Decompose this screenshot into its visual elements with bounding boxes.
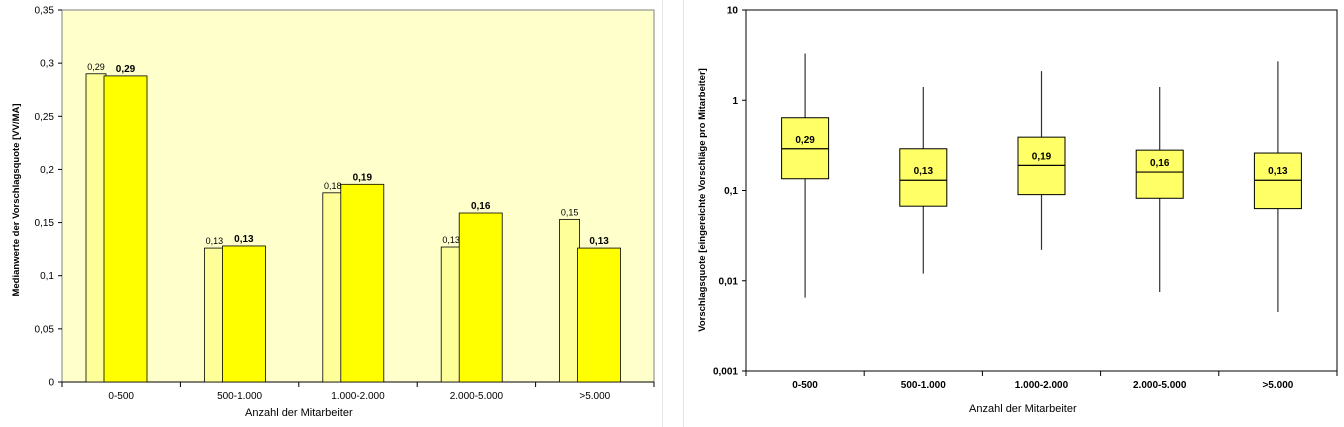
box-marks: 0,29 0,13 0,19 0,16 0,13 xyxy=(781,53,1302,313)
bar-data-label-series-1: 0,15 xyxy=(561,207,579,217)
bar-x-tick-label: >5.000 xyxy=(579,391,610,402)
box-median-label: 0,13 xyxy=(1268,166,1288,177)
bar-series-1 xyxy=(322,192,344,383)
bar-chart: 0 0,05 0,1 0,15 0,2 0,25 0,3 0,35 0-500 500-1.00… xyxy=(11,6,655,419)
bar-x-axis-title: Anzahl der Mitarbeiter xyxy=(245,407,353,419)
bar-y-tick-label: 0,15 xyxy=(35,218,55,229)
bar-series-1 xyxy=(440,246,462,383)
box-iqr xyxy=(899,148,948,207)
bar-data-label-series-2: 0,13 xyxy=(589,236,609,247)
bar-x-tick-label: 2.000-5.000 xyxy=(450,391,504,402)
bar-series-2 xyxy=(103,75,148,383)
bar-series-2 xyxy=(340,183,385,383)
bar-x-tick-label: 0-500 xyxy=(108,391,134,402)
box-y-tick-label: 1 xyxy=(732,96,738,107)
bar-x-tick-label: 500-1.000 xyxy=(217,391,262,402)
bar-chart-panel: 0 0,05 0,1 0,15 0,2 0,25 0,3 0,35 0-500 500-1.00… xyxy=(0,0,663,427)
box-y-tick-label: 0,001 xyxy=(713,367,738,378)
bar-data-label-series-1: 0,29 xyxy=(87,62,105,72)
box-x-tick-label: 0-500 xyxy=(792,380,818,391)
bar-data-label-series-2: 0,13 xyxy=(234,234,254,245)
box-y-axis-title: Vorschlagsquote [eingereichte Vorschläge… xyxy=(697,68,708,332)
box-median-label: 0,19 xyxy=(1032,151,1052,162)
box-y-tick-label: 0,01 xyxy=(719,276,739,287)
bar-series-2 xyxy=(221,245,266,383)
box-iqr xyxy=(1253,152,1302,210)
bar-series-1 xyxy=(559,218,580,383)
bar-series-2 xyxy=(458,212,503,383)
bar-series-2 xyxy=(577,247,621,383)
bar-data-label-series-1: 0,13 xyxy=(206,236,224,246)
bar-y-tick-label: 0,25 xyxy=(35,112,55,123)
bar-series-1 xyxy=(203,247,225,383)
bar-y-tick-label: 0,3 xyxy=(40,59,54,70)
bar-y-tick-label: 0,2 xyxy=(40,165,54,176)
box-x-tick-label: >5.000 xyxy=(1262,380,1293,391)
bar-y-tick-label: 0,1 xyxy=(40,271,54,282)
box-x-tick-label: 500-1.000 xyxy=(901,380,946,391)
box-y-tick-label: 0,1 xyxy=(724,186,738,197)
bar-data-label-series-2: 0,29 xyxy=(116,64,136,75)
box-plot-chart: 0,001 0,01 0,1 1 10 0-500 500-1.000 1.000-2.00… xyxy=(697,6,1338,415)
box-x-axis-title: Anzahl der Mitarbeiter xyxy=(969,403,1077,415)
bar-y-tick-label: 0,05 xyxy=(35,324,55,335)
bar-y-axis-title: Medianwerte der Vorschlagsquote [VV/MA] xyxy=(11,103,22,296)
bar-data-label-series-2: 0,19 xyxy=(353,172,373,183)
bar-y-axis: 0 0,05 0,1 0,15 0,2 0,25 0,3 0,35 xyxy=(35,6,62,389)
box-median-label: 0,29 xyxy=(795,135,815,146)
bar-x-axis: 0-500 500-1.000 1.000-2.000 2.000-5.000 >5.0… xyxy=(61,381,655,402)
box-iqr xyxy=(1135,149,1184,199)
box-x-tick-label: 1.000-2.000 xyxy=(1015,380,1069,391)
bar-y-tick-label: 0,35 xyxy=(35,6,55,17)
box-x-tick-label: 2.000-5.000 xyxy=(1133,380,1187,391)
box-y-tick-label: 10 xyxy=(727,6,739,17)
box-plot-panel: 0,001 0,01 0,1 1 10 0-500 500-1.000 1.000-2.00… xyxy=(683,0,1344,427)
bar-series-1 xyxy=(85,73,107,383)
bar-data-label-series-1: 0,18 xyxy=(324,181,342,191)
bar-x-tick-label: 1.000-2.000 xyxy=(331,391,385,402)
bar-data-label-series-1: 0,13 xyxy=(442,235,460,245)
box-median-label: 0,13 xyxy=(914,166,934,177)
bar-marks: 0,29 0,29 0,13 0,13 0,18 0,19 0,13 0,16 0,15 0,13 xyxy=(85,62,621,383)
box-y-axis: 0,001 0,01 0,1 1 10 xyxy=(713,6,746,378)
bar-y-tick-label: 0 xyxy=(48,378,54,389)
bar-data-label-series-2: 0,16 xyxy=(471,201,491,212)
box-x-axis: 0-500 500-1.000 1.000-2.000 2.000-5.000 >5.0… xyxy=(745,371,1338,391)
box-median-label: 0,16 xyxy=(1150,158,1170,169)
